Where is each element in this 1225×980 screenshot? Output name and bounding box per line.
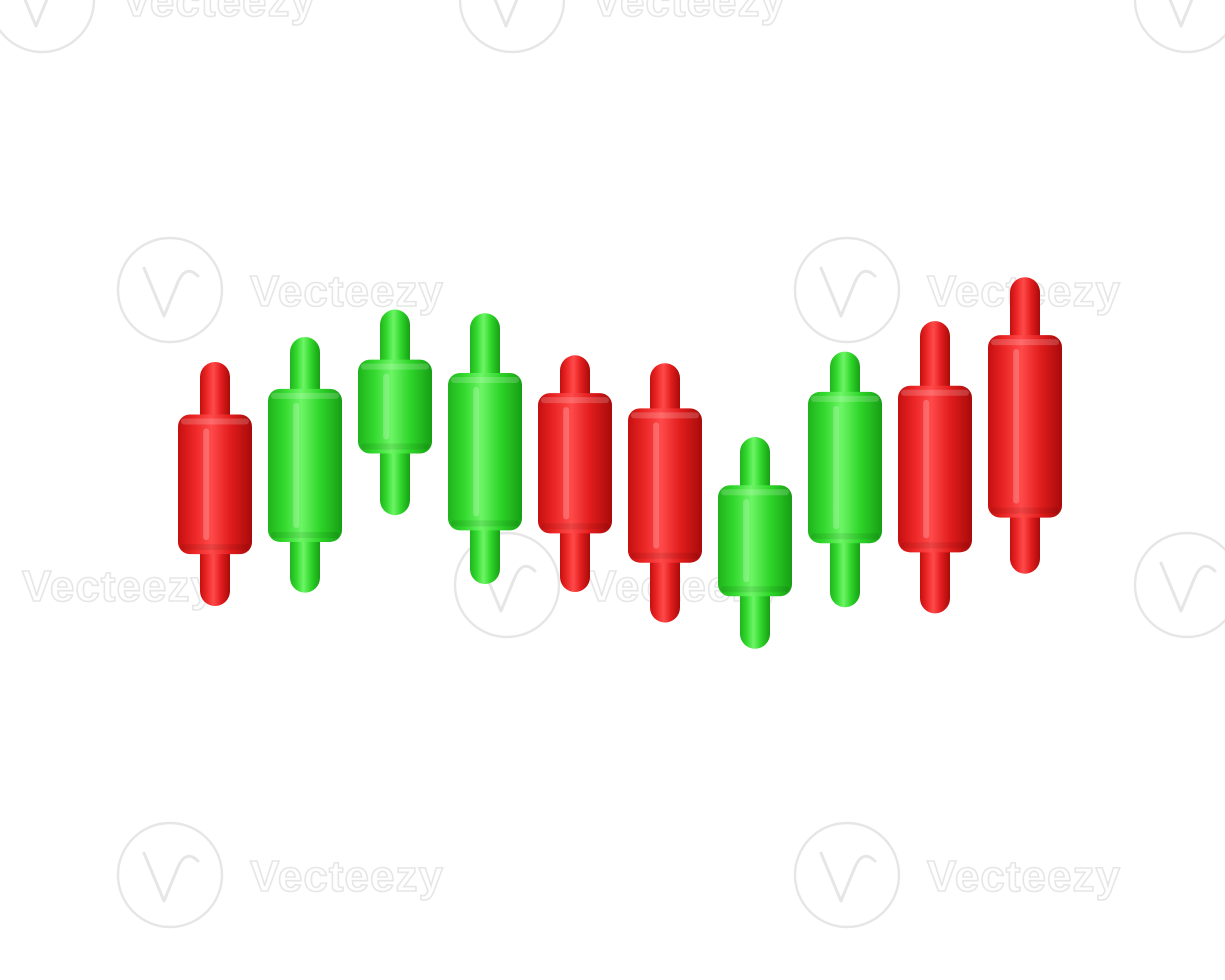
candle-body	[808, 391, 882, 544]
watermark-text: Vecteezy	[592, 0, 786, 26]
candle-body	[898, 385, 972, 553]
candle-cap-shadow	[631, 552, 699, 559]
candles-layer	[178, 277, 1062, 649]
candle-shine	[383, 373, 390, 440]
candle-body	[538, 393, 612, 534]
candle-cap-highlight	[631, 412, 699, 419]
candle-body	[718, 485, 792, 597]
candle-shine	[563, 407, 570, 520]
candle-shine	[653, 422, 660, 549]
candle-cap-shadow	[361, 443, 429, 450]
candle-cap-highlight	[901, 389, 969, 396]
candle-shine	[293, 402, 300, 528]
candle-shine	[1013, 349, 1020, 504]
candle-10	[988, 277, 1062, 574]
candle-cap-highlight	[271, 392, 339, 399]
candle-8	[808, 351, 882, 608]
watermark-layer: Vecteezy Vecteezy Vecteezy Vecteezy Vecteezy…	[0, 0, 1225, 929]
candle-3	[358, 309, 432, 516]
watermark-logo-icon	[116, 821, 224, 929]
candle-cap-highlight	[451, 377, 519, 383]
candle-cap-shadow	[541, 523, 609, 530]
candle-cap-highlight	[811, 395, 879, 402]
candle-9	[898, 321, 972, 614]
candle-cap-shadow	[991, 507, 1059, 514]
candle-6	[628, 363, 702, 623]
candle-cap-shadow	[901, 542, 969, 549]
candle-cap-highlight	[721, 489, 789, 496]
candle-cap-shadow	[721, 586, 789, 593]
watermark-logo-icon	[458, 0, 566, 54]
watermark-text: Vecteezy	[250, 852, 444, 901]
candle-body	[628, 408, 702, 563]
candle-body	[988, 335, 1062, 518]
candle-shine	[743, 499, 750, 583]
candle-cap-shadow	[811, 533, 879, 540]
watermark-logo-icon	[793, 236, 901, 344]
candle-cap-shadow	[181, 544, 249, 551]
candle-body	[448, 373, 522, 531]
candle-shine	[833, 405, 840, 530]
candle-cap-highlight	[361, 363, 429, 370]
watermark-logo-icon	[0, 0, 96, 54]
watermark-text: Vecteezy	[22, 562, 216, 611]
watermark-text: Vecteezy	[250, 267, 444, 316]
candle-body	[178, 414, 252, 555]
watermark-logo-icon	[1133, 531, 1225, 639]
candle-body	[268, 388, 342, 542]
watermark-logo-icon	[793, 821, 901, 929]
candle-shine	[473, 387, 480, 517]
candle-4	[448, 313, 522, 585]
candle-1	[178, 362, 252, 607]
candle-shine	[923, 399, 930, 539]
candle-body	[358, 359, 432, 454]
watermark-logo-icon	[116, 236, 224, 344]
watermark-text: Vecteezy	[927, 852, 1121, 901]
candle-cap-shadow	[451, 520, 519, 527]
watermark-logo-icon	[1133, 0, 1225, 54]
watermark-text: Vecteezy	[122, 0, 316, 26]
candle-7	[718, 437, 792, 649]
candle-cap-shadow	[271, 531, 339, 538]
candle-5	[538, 355, 612, 592]
candle-2	[268, 337, 342, 593]
candle-shine	[203, 428, 210, 541]
candle-cap-highlight	[991, 339, 1059, 346]
watermark-logo-icon	[453, 531, 561, 639]
candle-cap-highlight	[541, 397, 609, 404]
candle-cap-highlight	[181, 418, 249, 425]
